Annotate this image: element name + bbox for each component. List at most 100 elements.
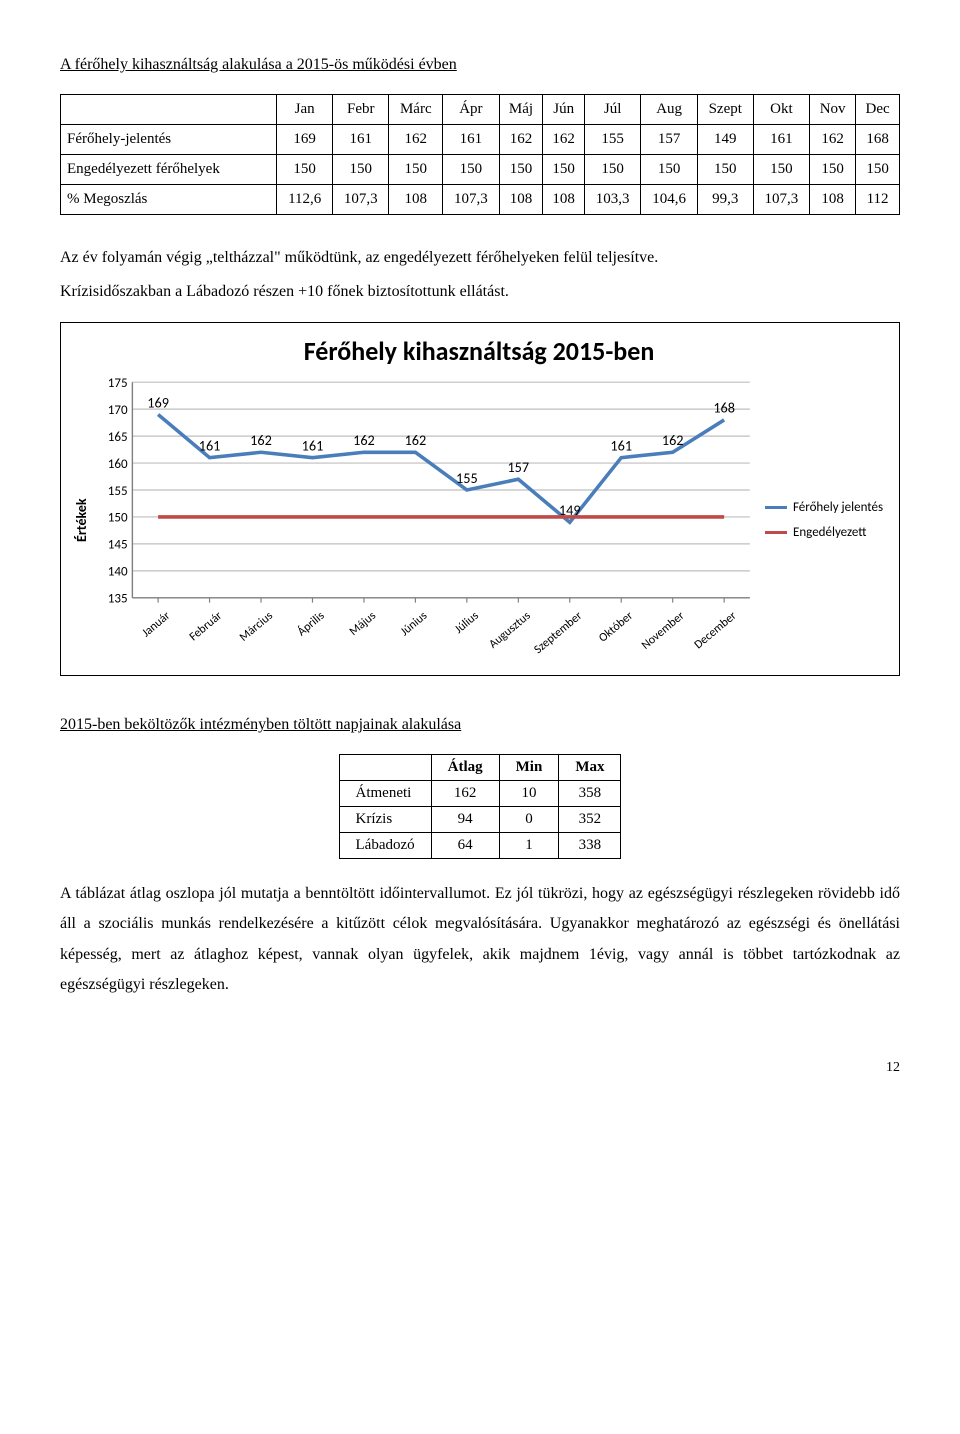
- table-cell: 1: [499, 832, 559, 858]
- table-cell: 157: [641, 125, 697, 155]
- legend-swatch: [765, 531, 787, 534]
- table-cell: 150: [584, 155, 640, 185]
- svg-text:160: 160: [108, 456, 128, 472]
- table-header-month: Okt: [753, 95, 809, 125]
- table-cell: 150: [753, 155, 809, 185]
- svg-text:140: 140: [108, 563, 128, 579]
- chart-plot-area: 1351401451501551601651701751691611621611…: [92, 375, 757, 605]
- svg-text:157: 157: [507, 458, 529, 476]
- table-cell: 112,6: [277, 185, 333, 215]
- table-cell: 64: [431, 832, 499, 858]
- table-header-month: Szept: [697, 95, 753, 125]
- svg-text:161: 161: [610, 436, 632, 454]
- table-cell: 150: [543, 155, 585, 185]
- table-header-month: Febr: [333, 95, 389, 125]
- table-header-month: Dec: [856, 95, 900, 125]
- table-cell: 94: [431, 806, 499, 832]
- table-cell: 150: [499, 155, 543, 185]
- table-cell: 150: [856, 155, 900, 185]
- chart-legend: Férőhely jelentés Engedélyezett: [757, 375, 887, 665]
- table-cell: 155: [584, 125, 640, 155]
- table-cell: 168: [856, 125, 900, 155]
- capacity-chart: Férőhely kihasználtság 2015-ben Értékek …: [60, 322, 900, 676]
- svg-text:165: 165: [108, 429, 128, 445]
- table-cell: 358: [559, 780, 621, 806]
- paragraph-2: A táblázat átlag oszlopa jól mutatja a b…: [60, 879, 900, 1001]
- table-header-month: Jún: [543, 95, 585, 125]
- svg-text:168: 168: [713, 398, 735, 416]
- table-header-month: Júl: [584, 95, 640, 125]
- x-tick-label: Április: [295, 609, 327, 639]
- table-cell: 150: [333, 155, 389, 185]
- svg-text:135: 135: [108, 590, 128, 604]
- table-header-blank: [339, 754, 431, 780]
- svg-text:162: 162: [353, 431, 375, 449]
- table-cell: 162: [431, 780, 499, 806]
- table-cell: 169: [277, 125, 333, 155]
- table-cell: 10: [499, 780, 559, 806]
- table-header-month: Jan: [277, 95, 333, 125]
- svg-text:162: 162: [250, 431, 272, 449]
- table-cell: 112: [856, 185, 900, 215]
- x-tick-label: Június: [398, 609, 430, 639]
- section-title-1: A férőhely kihasználtság alakulása a 201…: [60, 56, 900, 74]
- table-cell: 150: [697, 155, 753, 185]
- chart-y-axis-label: Értékek: [71, 375, 92, 665]
- x-tick-label: Szeptember: [531, 609, 585, 657]
- table-row-label: Krízis: [339, 806, 431, 832]
- legend-item: Engedélyezett: [765, 525, 887, 540]
- capacity-table: JanFebrMárcÁprMájJúnJúlAugSzeptOktNovDec…: [60, 94, 900, 215]
- table-cell: 162: [499, 125, 543, 155]
- table-row: Átmeneti16210358: [339, 780, 621, 806]
- chart-title: Férőhely kihasználtság 2015-ben: [71, 335, 887, 367]
- table-row: Krízis940352: [339, 806, 621, 832]
- x-tick-label: December: [692, 609, 740, 652]
- table-header-month: Nov: [810, 95, 856, 125]
- table-header-month: Márc: [389, 95, 443, 125]
- table-cell: 150: [443, 155, 499, 185]
- table-header: Min: [499, 754, 559, 780]
- table-row-label: Férőhely-jelentés: [61, 125, 277, 155]
- chart-x-axis-labels: JanuárFebruárMárciusÁprilisMájusJúniusJú…: [126, 605, 757, 665]
- table-row-label: Lábadozó: [339, 832, 431, 858]
- table-cell: 150: [389, 155, 443, 185]
- svg-text:162: 162: [662, 431, 684, 449]
- table-row-label: Engedélyezett férőhelyek: [61, 155, 277, 185]
- x-tick-label: Május: [347, 609, 379, 639]
- legend-label: Engedélyezett: [793, 525, 867, 540]
- svg-text:150: 150: [108, 509, 128, 525]
- table-header-month: Ápr: [443, 95, 499, 125]
- svg-text:175: 175: [108, 375, 128, 391]
- paragraph-1a: Az év folyamán végig „teltházzal" működt…: [60, 243, 900, 273]
- table-cell: 108: [499, 185, 543, 215]
- table-cell: 150: [641, 155, 697, 185]
- table-cell: 352: [559, 806, 621, 832]
- table-header-month: Máj: [499, 95, 543, 125]
- table-cell: 161: [753, 125, 809, 155]
- x-tick-label: Július: [452, 609, 481, 637]
- table-cell: 161: [443, 125, 499, 155]
- x-tick-label: Február: [186, 609, 224, 644]
- table-cell: 162: [543, 125, 585, 155]
- svg-text:161: 161: [302, 436, 324, 454]
- table-header: Max: [559, 754, 621, 780]
- table-cell: 162: [810, 125, 856, 155]
- table-cell: 0: [499, 806, 559, 832]
- table-cell: 103,3: [584, 185, 640, 215]
- table-row-label: Átmeneti: [339, 780, 431, 806]
- svg-text:162: 162: [405, 431, 427, 449]
- table-cell: 108: [543, 185, 585, 215]
- table-row: Férőhely-jelentés16916116216116216215515…: [61, 125, 900, 155]
- days-table: ÁtlagMinMax Átmeneti16210358Krízis940352…: [339, 754, 622, 859]
- table-cell: 108: [389, 185, 443, 215]
- svg-text:170: 170: [108, 402, 128, 418]
- legend-swatch: [765, 506, 787, 509]
- table-cell: 150: [277, 155, 333, 185]
- paragraph-1b: Krízisidőszakban a Lábadozó részen +10 f…: [60, 277, 900, 307]
- x-tick-label: Október: [597, 609, 637, 645]
- table-row: Lábadozó641338: [339, 832, 621, 858]
- x-tick-label: Augusztus: [486, 609, 533, 652]
- legend-item: Férőhely jelentés: [765, 500, 887, 515]
- table-row: Engedélyezett férőhelyek1501501501501501…: [61, 155, 900, 185]
- table-cell: 338: [559, 832, 621, 858]
